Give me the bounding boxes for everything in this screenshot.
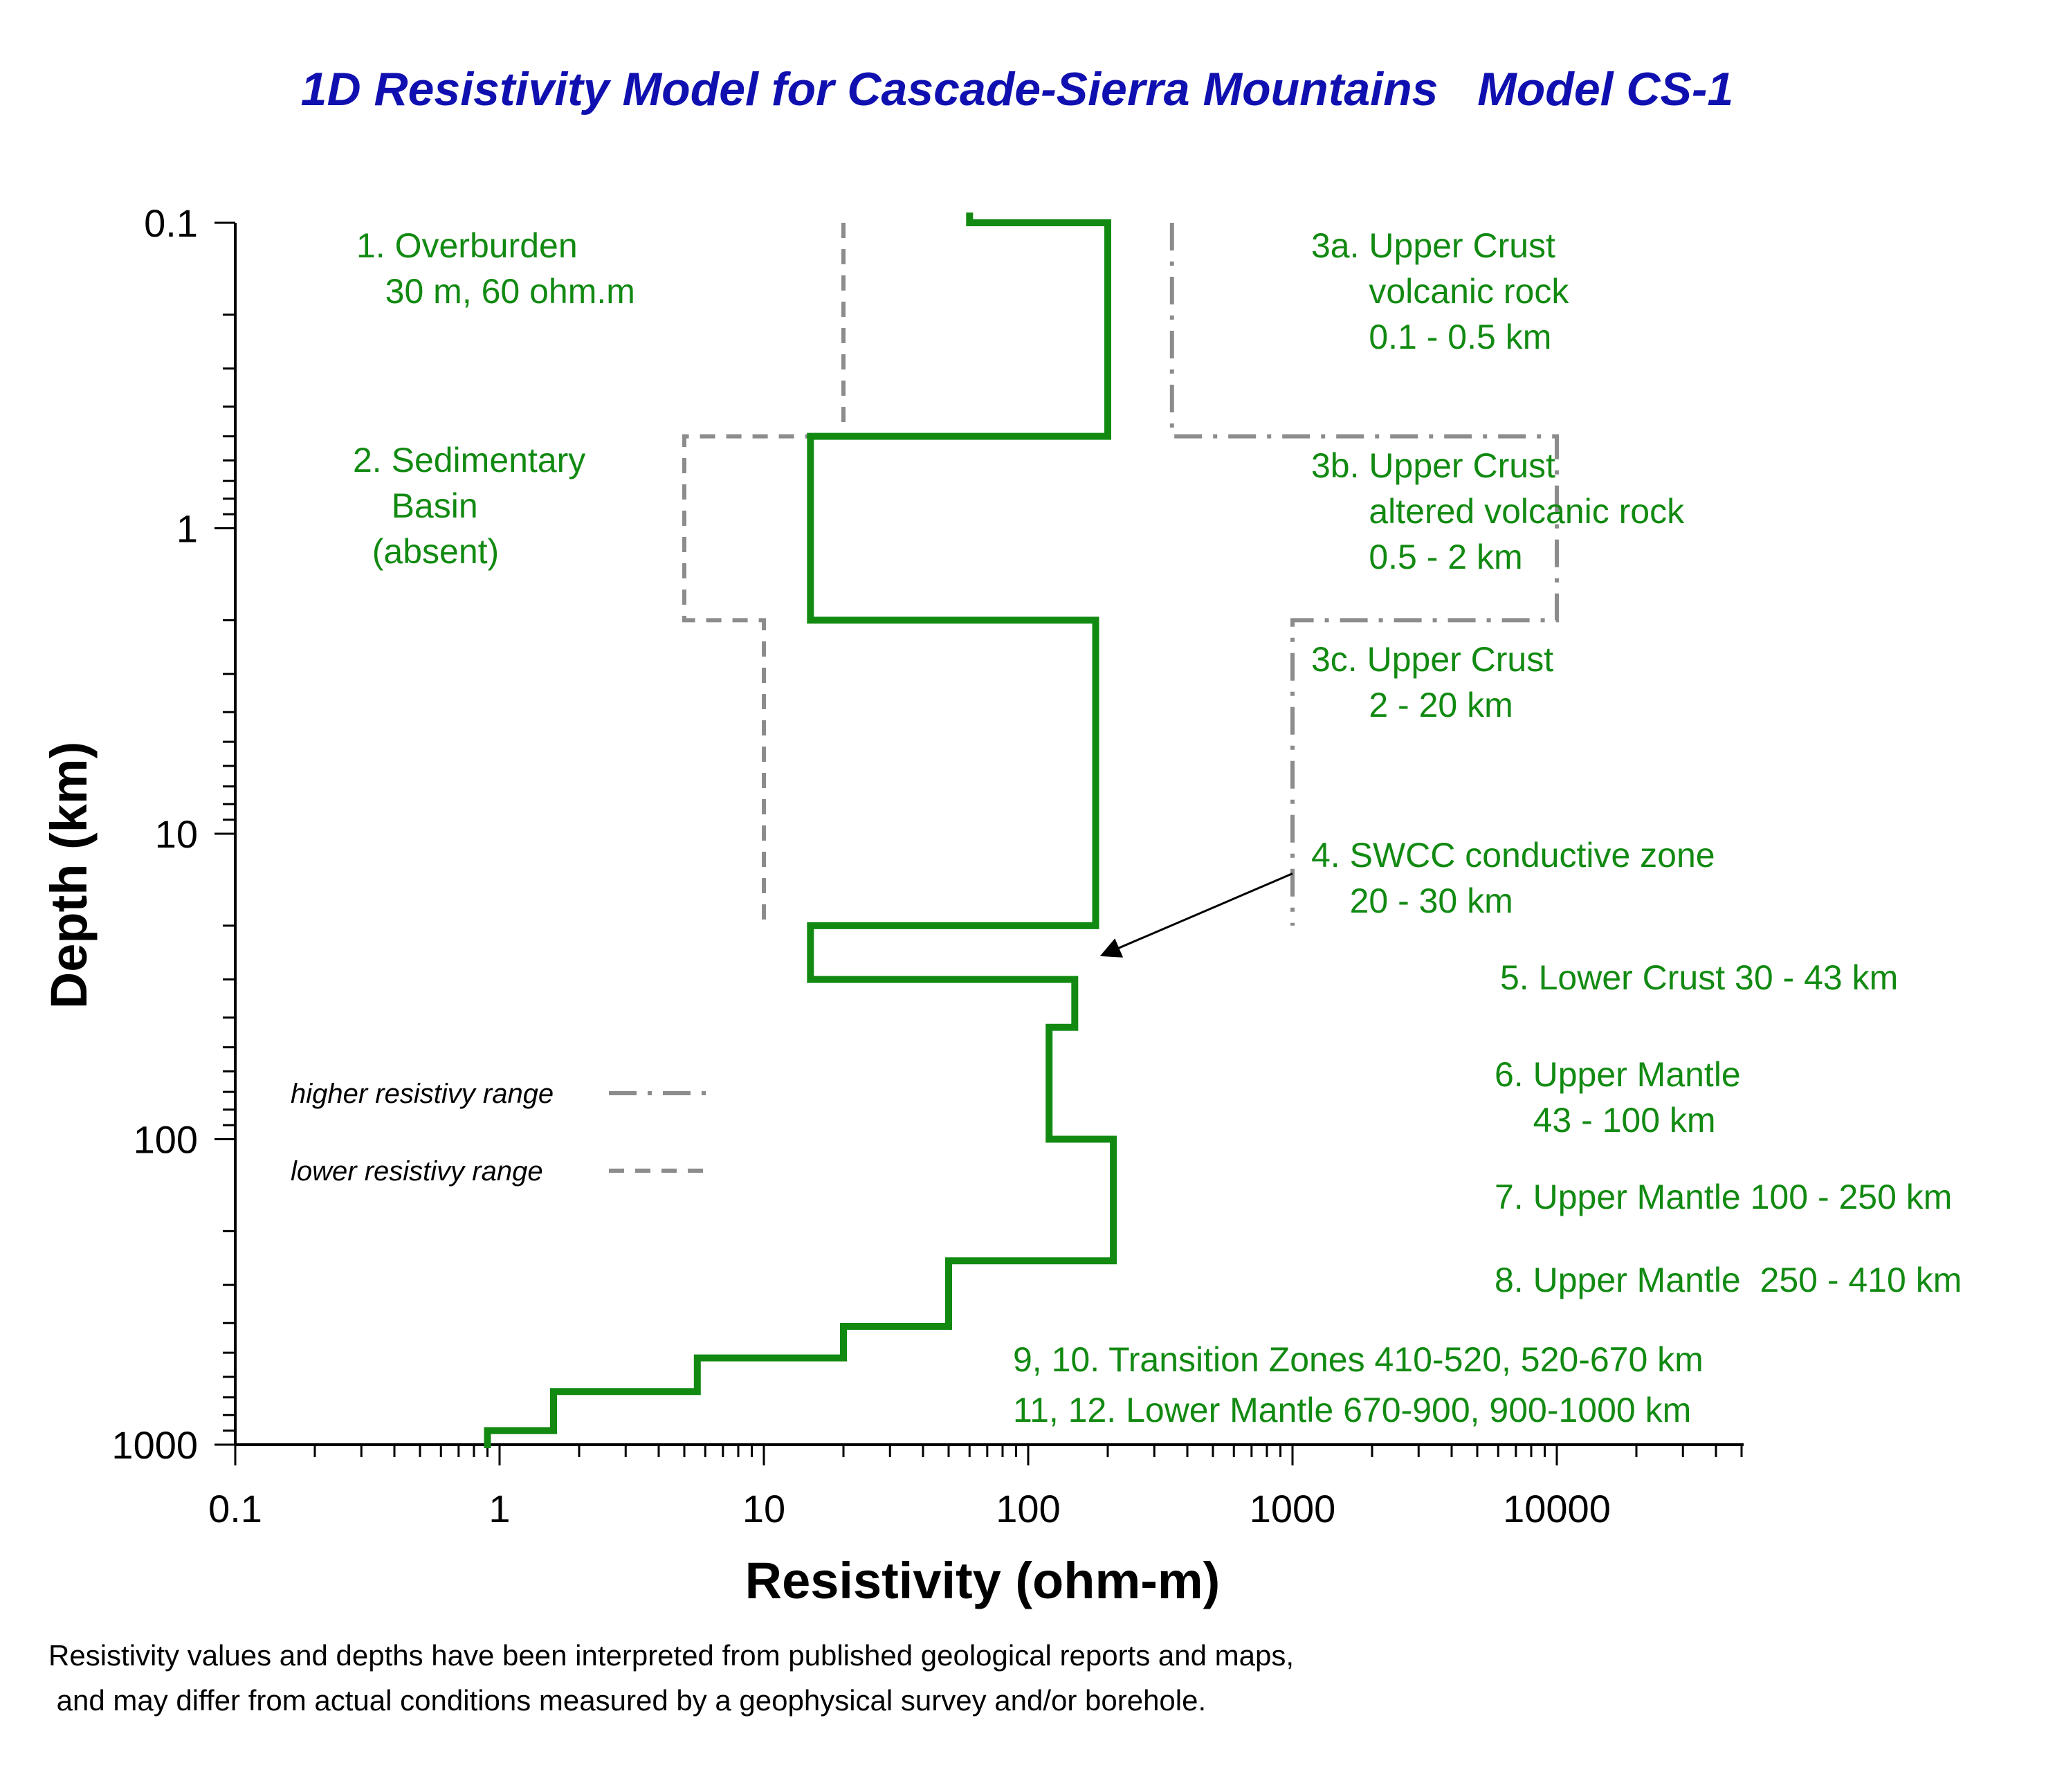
annotation-12-line-1: 11, 12. Lower Mantle 670-900, 900-1000 k… bbox=[1013, 1391, 1691, 1429]
annotation-7-line-1: 5. Lower Crust 30 - 43 km bbox=[1500, 958, 1898, 997]
x-tick-label: 0.1 bbox=[208, 1487, 262, 1530]
annotation-4-line-3: 0.5 - 2 km bbox=[1311, 538, 1523, 576]
x-tick-label: 1 bbox=[488, 1487, 510, 1530]
annotation-6-line-1: 4. SWCC conductive zone bbox=[1311, 836, 1715, 875]
footnote-line-2: and may differ from actual conditions me… bbox=[48, 1684, 1206, 1717]
annotation-10-line-1: 8. Upper Mantle 250 - 410 km bbox=[1495, 1261, 1962, 1299]
series-lower-resistivy-range bbox=[682, 223, 846, 926]
legend-label: higher resistivy range bbox=[291, 1079, 554, 1109]
annotation-2-line-2: Basin bbox=[353, 486, 478, 525]
annotation-6-line-2: 20 - 30 km bbox=[1311, 881, 1513, 920]
y-tick-label: 1 bbox=[176, 507, 198, 551]
annotation-3-line-1: 3a. Upper Crust bbox=[1311, 226, 1555, 265]
annotation-1-line-2: 30 m, 60 ohm.m bbox=[356, 272, 635, 311]
annotation-3-line-2: volcanic rock bbox=[1311, 272, 1569, 311]
annotation-11-line-1: 9, 10. Transition Zones 410-520, 520-670… bbox=[1013, 1340, 1704, 1379]
annotation-8-line-1: 6. Upper Mantle bbox=[1495, 1055, 1741, 1094]
x-axis-label: Resistivity (ohm-m) bbox=[745, 1552, 1221, 1609]
y-tick-label: 10 bbox=[155, 812, 198, 856]
annotation-8-line-2: 43 - 100 km bbox=[1495, 1101, 1716, 1140]
y-tick-labels: 0.1 1 10 100 1000 bbox=[111, 201, 198, 1467]
x-tick-labels: 0.1 1 10 100 1000 10000 bbox=[208, 1487, 1611, 1530]
series-model bbox=[484, 212, 1117, 1448]
legend-label: lower resistivy range bbox=[291, 1156, 543, 1187]
y-tick-label: 1000 bbox=[111, 1423, 198, 1467]
annotation-5-line-1: 3c. Upper Crust bbox=[1311, 640, 1553, 679]
series-higher-resistivy-range bbox=[1169, 223, 1559, 926]
annotations: 1. Overburden 30 m, 60 ohm.m 2. Sedimenta… bbox=[353, 226, 1962, 1429]
annotation-3-line-3: 0.1 - 0.5 km bbox=[1311, 318, 1551, 356]
swcc-arrow bbox=[1099, 872, 1293, 958]
annotation-9-line-1: 7. Upper Mantle 100 - 250 km bbox=[1495, 1178, 1952, 1216]
annotation-2-line-3: (absent) bbox=[353, 532, 499, 571]
y-tick-label: 100 bbox=[134, 1118, 198, 1162]
x-tick-label: 10 bbox=[742, 1487, 785, 1530]
annotation-5-line-2: 2 - 20 km bbox=[1311, 686, 1513, 724]
series-lines bbox=[484, 212, 1559, 1448]
annotation-4-line-1: 3b. Upper Crust bbox=[1311, 446, 1555, 485]
chart-title: 1D Resistivity Model for Cascade-Sierra … bbox=[301, 63, 1734, 116]
annotation-4-line-2: altered volcanic rock bbox=[1311, 492, 1685, 531]
legend: higher resistivy range lower resistivy ra… bbox=[291, 1079, 713, 1187]
x-tick-label: 100 bbox=[996, 1487, 1060, 1530]
annotation-1-line-1: 1. Overburden bbox=[356, 226, 578, 265]
annotation-2-line-1: 2. Sedimentary bbox=[353, 441, 585, 479]
x-tick-label: 1000 bbox=[1250, 1487, 1336, 1530]
y-axis-label: Depth (km) bbox=[40, 742, 98, 1009]
x-tick-label: 10000 bbox=[1503, 1487, 1611, 1530]
y-tick-label: 0.1 bbox=[144, 201, 198, 245]
footnote-line-1: Resistivity values and depths have been … bbox=[48, 1639, 1294, 1672]
